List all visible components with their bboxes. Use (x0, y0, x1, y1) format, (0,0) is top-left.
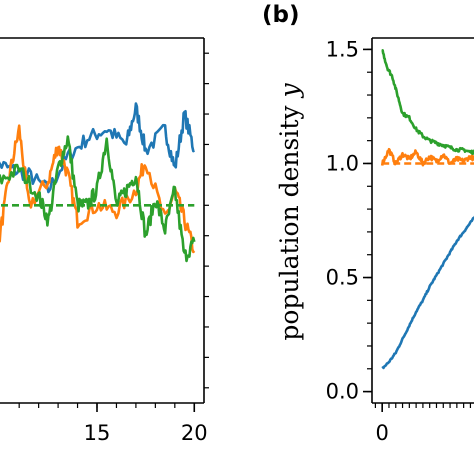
left-panel: 15 20 (0, 37, 209, 445)
right-series-group (380, 49, 474, 370)
left-axes-group: 15 20 (0, 37, 209, 445)
right-y-tick-label: 0.0 (326, 380, 359, 404)
right-y-tick-label: 1.0 (326, 151, 359, 175)
right-series-orange-solid-line (380, 147, 474, 167)
panel-label-b: (b) (262, 2, 300, 28)
right-y-tick-label: 0.5 (326, 266, 359, 290)
y-axis-title: population density y (275, 83, 304, 341)
left-x-tick-label: 15 (84, 421, 111, 445)
left-series-green-solid-line (0, 135, 196, 263)
left-series-group (0, 102, 196, 263)
right-series-green-solid-line (381, 49, 474, 155)
y-axis-title-variable: y (275, 83, 304, 99)
left-x-tick-label: 20 (181, 421, 208, 445)
right-axes-group: 0 0.0 0.5 1.0 1.5 (326, 37, 474, 445)
right-x-tick-label: 0 (375, 421, 388, 445)
right-series-blue-solid-line (381, 215, 474, 370)
right-y-tick-label: 1.5 (326, 37, 359, 61)
left-series-blue-solid-line (0, 102, 195, 194)
y-axis-title-text: population density (275, 98, 304, 341)
right-panel: 0 0.0 0.5 1.0 1.5 (b) population density y (262, 2, 474, 445)
